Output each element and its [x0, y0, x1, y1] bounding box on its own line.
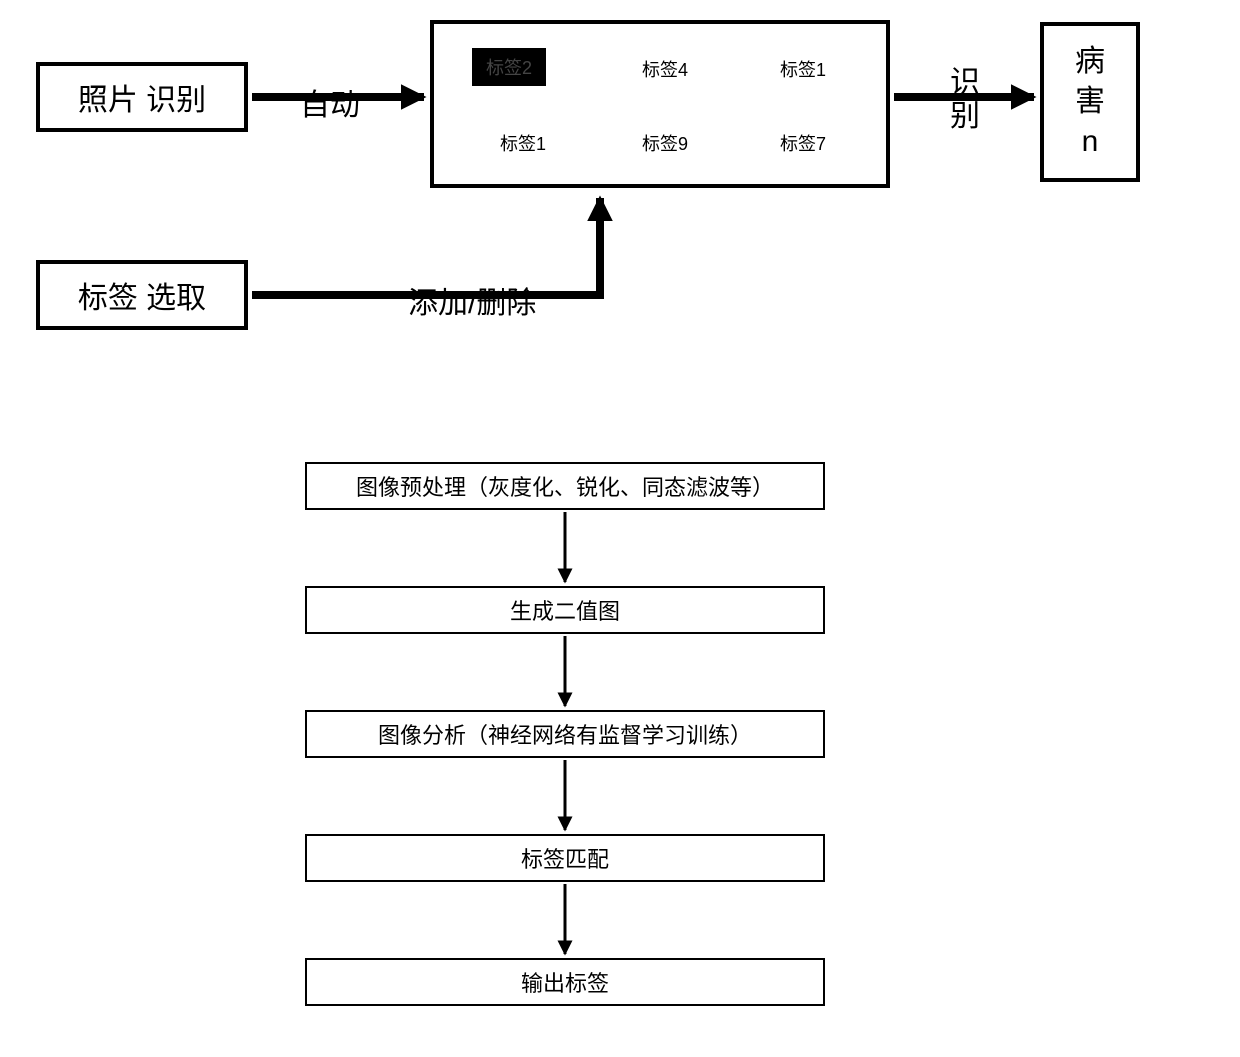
- tag-highlighted: 标签2: [472, 48, 546, 86]
- tag-r1c3: 标签1: [780, 56, 826, 82]
- photo-recognition-label: 照片 识别: [78, 75, 206, 119]
- add-remove-label: 添加/删除: [408, 278, 536, 322]
- disease-line3: n: [1082, 122, 1099, 162]
- disease-line1: 病: [1075, 42, 1105, 82]
- flow-step-3: 图像分析（神经网络有监督学习训练）: [305, 710, 825, 758]
- diagram-canvas: 照片 识别 标签 选取 自动 添加/删除 标签2 标签4 标签1 标签1 标签9…: [0, 0, 1240, 1057]
- flow-step-1: 图像预处理（灰度化、锐化、同态滤波等）: [305, 462, 825, 510]
- disease-line2: 害: [1075, 82, 1105, 122]
- label-select-box: 标签 选取: [36, 260, 248, 330]
- tag-r2c3: 标签7: [780, 130, 826, 156]
- disease-box: 病 害 n: [1040, 22, 1140, 182]
- label-select-label: 标签 选取: [78, 273, 206, 317]
- photo-recognition-box: 照片 识别: [36, 62, 248, 132]
- flow-step-5: 输出标签: [305, 958, 825, 1006]
- recognize-label: 识 别: [950, 66, 982, 134]
- flow-step-2: 生成二值图: [305, 586, 825, 634]
- tag-r2c1: 标签1: [500, 130, 546, 156]
- auto-label: 自动: [300, 80, 360, 124]
- flow-step-4: 标签匹配: [305, 834, 825, 882]
- tag-r2c2: 标签9: [642, 130, 688, 156]
- tag-container-box: [430, 20, 890, 188]
- tag-r1c2: 标签4: [642, 56, 688, 82]
